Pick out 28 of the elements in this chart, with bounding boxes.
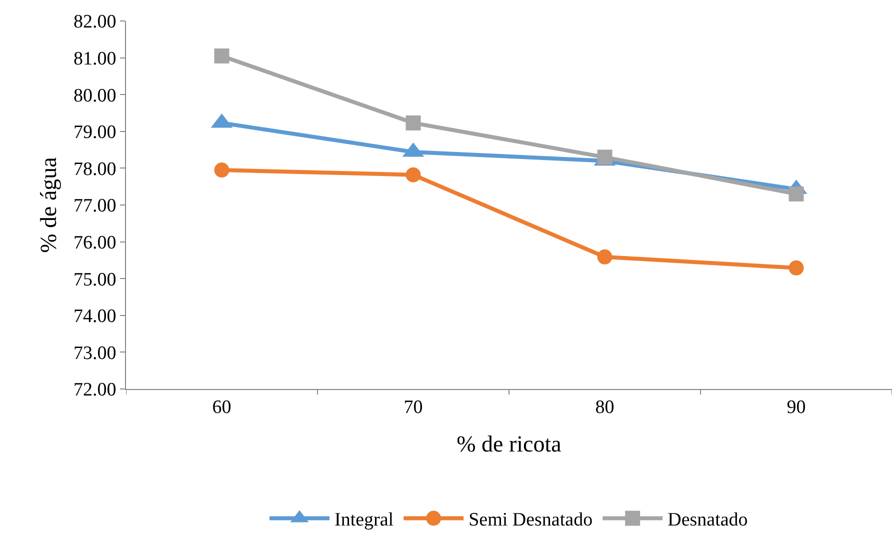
x-tick-label: 70: [404, 396, 423, 418]
x-axis-title: % de ricota: [456, 431, 562, 456]
y-tick-label: 74.00: [73, 306, 116, 328]
y-tick-label: 76.00: [73, 232, 116, 254]
y-tick-label: 81.00: [73, 48, 116, 70]
x-tick-label: 80: [595, 396, 614, 418]
y-tick-label: 73.00: [73, 342, 116, 364]
y-axis-title: % de água: [36, 157, 61, 253]
point: [214, 48, 230, 64]
point: [214, 162, 230, 178]
point: [597, 150, 612, 165]
y-tick-label: 77.00: [73, 196, 116, 217]
y-tick-label: 82.00: [73, 12, 116, 33]
y-tick-label: 79.00: [73, 122, 116, 144]
y-tick-label: 80.00: [73, 85, 116, 106]
legend-label: Integral: [334, 510, 394, 531]
point: [788, 260, 804, 276]
legend-label: Desnatado: [668, 510, 748, 531]
point: [406, 167, 421, 182]
point: [597, 249, 612, 264]
y-tick-label: 72.00: [73, 380, 116, 401]
point: [788, 186, 804, 202]
y-tick-label: 75.00: [73, 269, 116, 290]
y-tick-label: 78.00: [73, 158, 116, 180]
point: [406, 115, 421, 130]
x-tick-label: 90: [786, 396, 806, 418]
legend-label: Semi Desnatado: [468, 510, 593, 531]
x-tick-label: 60: [212, 396, 232, 418]
